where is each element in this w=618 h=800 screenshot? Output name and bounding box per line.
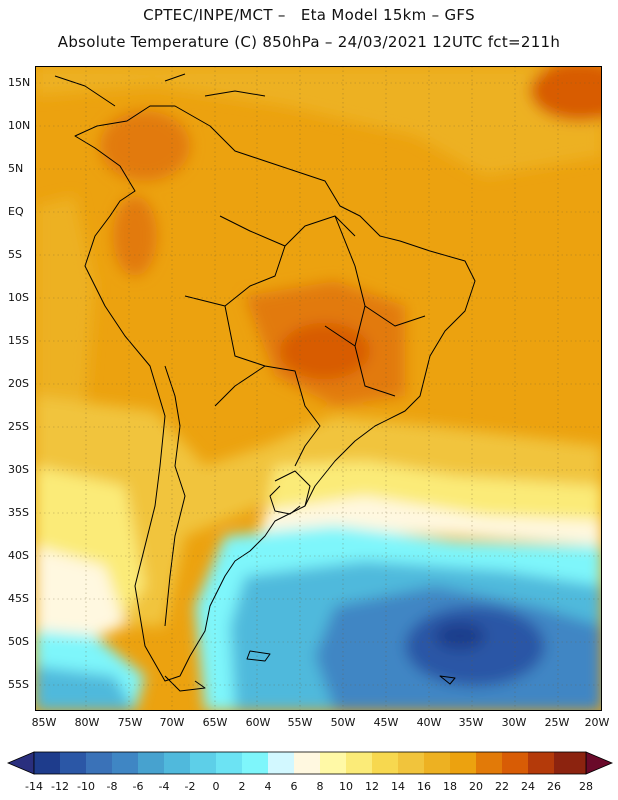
border-andes: [164, 365, 186, 627]
colorbar-segment: [86, 752, 112, 774]
colorbar-label: -4: [158, 780, 170, 793]
colorbar-segment: [502, 752, 528, 774]
lon-label: 55W: [287, 716, 313, 729]
colorbar-frame: [33, 751, 587, 775]
lon-label: 45W: [373, 716, 399, 729]
lat-label: EQ: [8, 205, 24, 218]
colorbar-label: 20: [469, 780, 483, 793]
map-border: [35, 66, 602, 711]
colorbar-label: -6: [132, 780, 144, 793]
colorbar-label: 6: [290, 780, 298, 793]
lon-label: 70W: [159, 716, 185, 729]
south-america-coastline: [74, 105, 476, 682]
lon-label: 75W: [117, 716, 143, 729]
lon-label: 35W: [458, 716, 484, 729]
lat-label: 10N: [8, 119, 31, 132]
lat-label: 10S: [8, 291, 29, 304]
temperature-zone-hot-core: [280, 323, 370, 379]
colorbar-segment: [320, 752, 346, 774]
chart-title-line-2: Absolute Temperature (C) 850hPa – 24/03/…: [57, 33, 561, 51]
lon-label: 30W: [501, 716, 527, 729]
colorbar-segment: [346, 752, 372, 774]
temperature-zone-south-pale-yellow: [35, 461, 602, 626]
temperature-zone-caribbean: [100, 111, 190, 181]
colorbar-label: 28: [579, 780, 593, 793]
colorbar-segment: [476, 752, 502, 774]
colorbar-segment: [268, 752, 294, 774]
coast-rio-de-la-plata: [269, 485, 301, 515]
lon-label: 80W: [74, 716, 100, 729]
temperature-zone-darkest-blue: [435, 622, 485, 650]
lon-label: 60W: [245, 716, 271, 729]
colorbar-label: 14: [391, 780, 405, 793]
lat-label: 15S: [8, 334, 29, 347]
colorbar-segment: [424, 752, 450, 774]
colorbar-label: 24: [521, 780, 535, 793]
border-uruguay: [274, 470, 311, 507]
colorbar-segment: [450, 752, 476, 774]
temperature-zone-north-ocean: [35, 66, 602, 176]
colorbar-segment: [528, 752, 554, 774]
lat-label: 55S: [8, 678, 29, 691]
lon-label: 20W: [584, 716, 610, 729]
colorbar-segment: [60, 752, 86, 774]
lat-label: 5N: [8, 162, 24, 175]
lat-label: 40S: [8, 549, 29, 562]
lat-label: 50S: [8, 635, 29, 648]
colorbar-segment: [294, 752, 320, 774]
colorbar-high-arrow: [585, 751, 614, 775]
colorbar-label: 22: [495, 780, 509, 793]
colorbar-segment: [112, 752, 138, 774]
lat-label: 45S: [8, 592, 29, 605]
colorbar-label: 26: [547, 780, 561, 793]
colorbar-label: -12: [51, 780, 69, 793]
colorbar-low-arrow: [6, 751, 35, 775]
lat-label: 25S: [8, 420, 29, 433]
colorbar-label: 8: [316, 780, 324, 793]
temperature-zone-ne-atlantic: [530, 66, 602, 121]
colorbar-label: 16: [417, 780, 431, 793]
temperature-zone-pacific-west: [35, 196, 95, 406]
border-brazil-states: [324, 215, 426, 397]
colorbar-label: -10: [77, 780, 95, 793]
colorbar-label: 12: [365, 780, 379, 793]
colorbar-segment: [398, 752, 424, 774]
colorbar-label: 2: [238, 780, 246, 793]
colorbar-label: 4: [264, 780, 272, 793]
lon-label: 25W: [544, 716, 570, 729]
colorbar-label: -8: [106, 780, 118, 793]
colorbar: [6, 751, 614, 775]
graticule: [35, 66, 602, 711]
colorbar-label: 10: [339, 780, 353, 793]
lon-label: 65W: [202, 716, 228, 729]
colorbar-segment: [242, 752, 268, 774]
border-brazil: [184, 215, 356, 467]
lat-label: 15N: [8, 76, 31, 89]
lat-label: 30S: [8, 463, 29, 476]
map: [35, 66, 602, 711]
colorbar-segment: [190, 752, 216, 774]
chart-title-line-1: CPTEC/INPE/MCT – Eta Model 15km – GFS: [143, 6, 475, 24]
lon-label: 50W: [330, 716, 356, 729]
colorbar-label: -14: [25, 780, 43, 793]
colorbar-label: 0: [212, 780, 220, 793]
lon-label: 40W: [416, 716, 442, 729]
coast-tierra-del-fuego: [164, 650, 456, 692]
lat-label: 5S: [8, 248, 22, 261]
lat-label: 20S: [8, 377, 29, 390]
colorbar-segment: [216, 752, 242, 774]
colorbar-segment: [372, 752, 398, 774]
colorbar-label: -2: [184, 780, 196, 793]
colorbar-segment: [554, 752, 586, 774]
temperature-zone-cream: [35, 496, 602, 646]
colorbar-segment: [138, 752, 164, 774]
colorbar-segment: [164, 752, 190, 774]
lon-label: 85W: [31, 716, 57, 729]
lat-label: 35S: [8, 506, 29, 519]
temperature-zone-andes-north: [113, 196, 157, 276]
colorbar-label: 18: [443, 780, 457, 793]
colorbar-segment: [34, 752, 60, 774]
